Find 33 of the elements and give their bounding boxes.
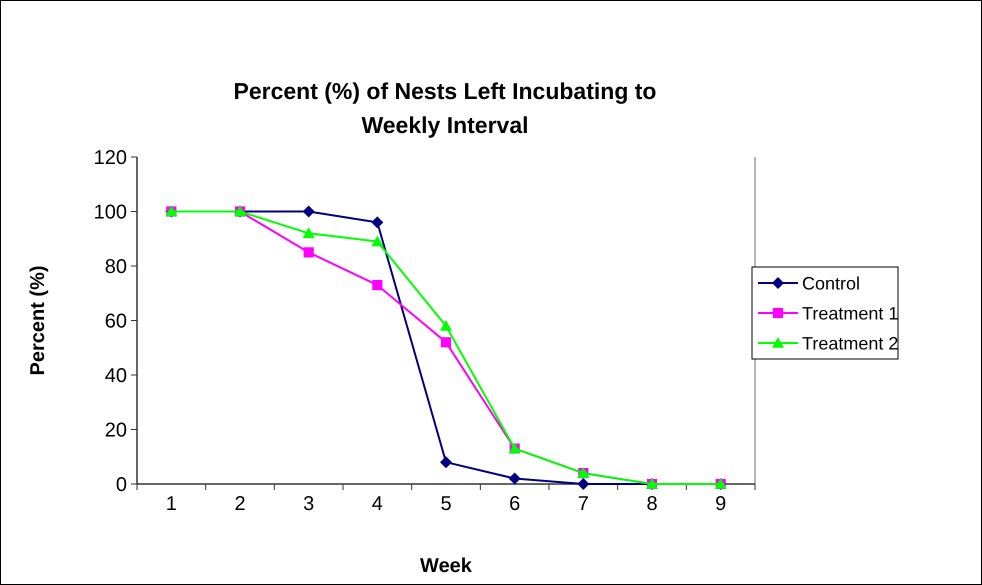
point: [304, 247, 314, 258]
point: [577, 478, 590, 490]
x-tick-label: 7: [578, 493, 589, 515]
x-tick-label: 5: [440, 493, 452, 515]
y-tick-label: 120: [94, 147, 127, 169]
x-tick-label: 2: [234, 493, 246, 515]
x-tick-label: 6: [509, 493, 520, 515]
x-tick-label: 9: [715, 493, 726, 515]
point: [371, 235, 384, 246]
y-tick-label: 80: [104, 256, 127, 278]
y-tick-label: 0: [116, 474, 127, 496]
x-tick-label: 1: [166, 493, 177, 515]
y-tick-label: 40: [104, 365, 127, 387]
legend-label: Treatment 1: [802, 303, 898, 324]
point: [440, 337, 452, 348]
y-tick-label: 100: [94, 202, 127, 224]
x-axis-title: Week: [420, 555, 473, 577]
legend-label: Treatment 2: [802, 333, 898, 354]
point: [440, 456, 452, 468]
y-tick-label: 60: [104, 310, 127, 332]
point: [372, 280, 382, 290]
point: [440, 320, 452, 331]
x-tick-label: 3: [303, 493, 314, 515]
x-tick-label: 4: [372, 493, 383, 515]
y-axis-title: Percent (%): [27, 265, 49, 376]
point: [302, 206, 315, 218]
point: [302, 227, 315, 238]
point: [508, 472, 521, 485]
chart-title: Percent (%) of Nests Left Incubating to Weekly Interval: [234, 78, 656, 138]
legend-label: Control: [802, 273, 860, 294]
point: [371, 216, 384, 228]
x-tick-label: 8: [646, 493, 658, 515]
y-tick-label: 20: [104, 420, 127, 442]
